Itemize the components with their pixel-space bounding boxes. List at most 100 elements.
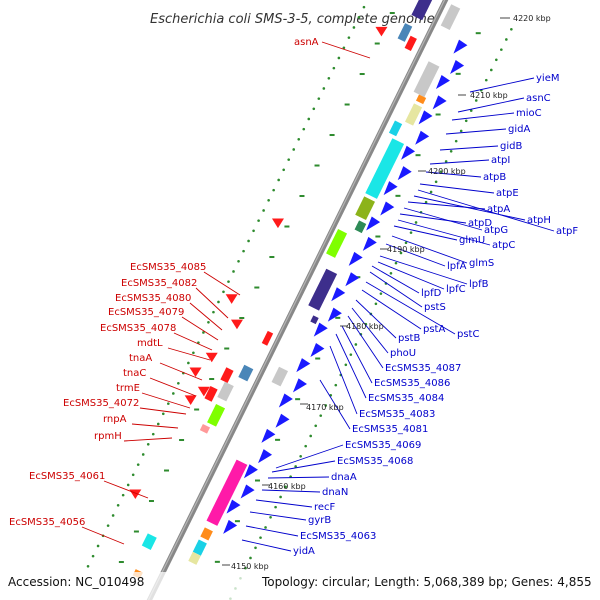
tick-label: 4150 kbp xyxy=(231,562,269,571)
gc-dash xyxy=(375,235,381,238)
gc-dot xyxy=(469,109,473,112)
gc-dash xyxy=(214,560,220,563)
forward-gene-arrow xyxy=(435,75,450,90)
gc-dot xyxy=(424,200,428,204)
gc-dot xyxy=(439,170,443,173)
footer-backdrop xyxy=(0,572,600,600)
gene-label: EcSMS35_4085 xyxy=(130,262,206,273)
gene-label: gyrB xyxy=(308,515,331,526)
label-leader-line xyxy=(399,213,467,224)
gc-dash xyxy=(359,73,365,76)
gc-dot xyxy=(106,524,110,527)
label-leader-line xyxy=(417,189,555,232)
gc-dot xyxy=(464,119,468,123)
gene-label: rnpA xyxy=(103,414,127,425)
gc-dash xyxy=(118,561,124,564)
gc-dot xyxy=(312,107,316,111)
gene-label: EcSMS35_4084 xyxy=(368,393,444,404)
scale-ticks: 4220 kbp 4210 kbp 4200 kbp 4190 kbp 4180… xyxy=(222,14,551,571)
tick-label: 4170 kbp xyxy=(306,403,344,412)
label-leader-line xyxy=(347,315,384,369)
gene-label: glmS xyxy=(469,258,494,269)
label-leader-line xyxy=(123,437,173,442)
gc-dot xyxy=(247,239,250,243)
label-leader-line xyxy=(351,307,389,354)
reverse-gene-arrow xyxy=(271,218,284,229)
gc-dot xyxy=(379,292,383,295)
gc-dot xyxy=(307,117,311,121)
gc-dot xyxy=(302,127,306,131)
gc-content-track xyxy=(86,5,513,600)
label-leader-line xyxy=(275,444,344,469)
gc-dot xyxy=(131,473,135,477)
gc-dot xyxy=(495,58,498,62)
gc-dot xyxy=(126,483,130,487)
gc-dot xyxy=(91,554,95,558)
label-leader-line xyxy=(189,302,223,331)
label-leader-line xyxy=(445,128,507,135)
gc-dash xyxy=(415,154,421,157)
gene-block xyxy=(217,381,234,402)
gene-label: yieM xyxy=(536,73,559,84)
reverse-gene-arrow xyxy=(184,395,197,405)
gene-label: EcSMS35_4086 xyxy=(374,378,450,389)
label-leader-line xyxy=(159,362,203,381)
genome-summary-text: Topology: circular; Length: 5,068,389 bp… xyxy=(261,575,592,589)
gc-dot xyxy=(454,139,458,143)
label-leader-line xyxy=(369,271,423,308)
gene-block xyxy=(207,403,226,427)
gene-block xyxy=(308,268,338,311)
forward-gene-arrow xyxy=(397,166,412,181)
gc-dot xyxy=(399,251,403,255)
gc-dash xyxy=(179,439,185,442)
gc-dot xyxy=(121,493,125,497)
forward-strand-labels: yieM asnC mioC gidA gidB atpI atpB atpE … xyxy=(293,73,578,557)
genome-backbone-highlight xyxy=(147,0,446,600)
label-leader-line xyxy=(397,219,491,246)
gene-block xyxy=(365,138,405,199)
tick-label: 4180 kbp xyxy=(346,322,384,331)
gc-dot xyxy=(409,231,413,234)
gc-dot xyxy=(141,453,145,456)
gene-label: pstS xyxy=(424,302,446,313)
gene-label: lpfC xyxy=(446,284,466,295)
reverse-gene xyxy=(261,330,274,346)
forward-gene-arrow xyxy=(345,272,360,287)
forward-gene-arrow xyxy=(296,358,311,373)
forward-gene-arrow xyxy=(366,216,381,231)
forward-gene-arrow xyxy=(292,378,307,393)
reverse-gene-arrow xyxy=(197,386,210,397)
gene-label: atpD xyxy=(468,218,492,229)
gc-dot xyxy=(484,78,488,82)
gene-label: lpfA xyxy=(447,261,467,272)
gc-dot xyxy=(449,150,453,153)
gc-dot xyxy=(314,424,318,428)
gc-dot xyxy=(264,526,267,529)
gc-dot xyxy=(352,26,356,29)
genome-backbone xyxy=(146,0,449,600)
gc-dot xyxy=(319,414,323,417)
gc-dot xyxy=(187,361,190,365)
gc-dot xyxy=(254,546,257,550)
reverse-strand-labels: asnA EcSMS35_4085 EcSMS35_4082 EcSMS35_4… xyxy=(9,37,319,528)
label-leader-line xyxy=(139,407,187,415)
gc-dot xyxy=(192,351,195,355)
gc-dot xyxy=(202,331,205,334)
label-leader-line xyxy=(341,325,373,384)
label-leader-line xyxy=(321,41,371,59)
label-leader-line xyxy=(255,499,313,508)
gene-label: EcSMS35_4078 xyxy=(100,323,176,334)
gc-dash xyxy=(209,378,215,381)
label-leader-line xyxy=(439,145,499,151)
gene-label: mdtL xyxy=(137,338,163,349)
gc-dot xyxy=(334,383,338,387)
reverse-gene-arrow xyxy=(230,319,243,330)
gc-dash xyxy=(275,438,281,441)
gc-dash xyxy=(148,500,154,503)
gene-label: pstA xyxy=(423,324,445,335)
gc-dash xyxy=(295,398,301,401)
gene-label: pstB xyxy=(398,333,420,344)
label-leader-line xyxy=(393,225,458,241)
gene-label: dnaN xyxy=(322,487,348,498)
gc-dot xyxy=(444,160,448,163)
